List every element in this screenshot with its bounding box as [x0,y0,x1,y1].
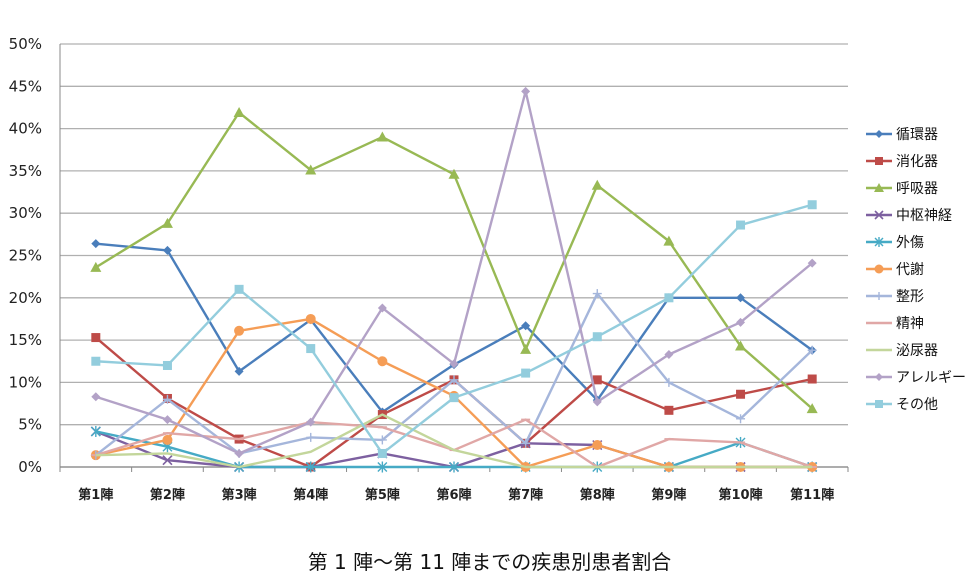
y-tick-label: 20% [9,289,42,307]
y-tick-label: 30% [9,204,42,222]
legend-label: 消化器 [896,154,938,170]
chart-caption: 第 1 陣〜第 11 陣までの疾患別患者割合 [307,550,672,574]
x-tick-label: 第3陣 [222,487,257,503]
x-tick-label: 第2陣 [150,487,185,503]
x-tick-label: 第1陣 [78,487,113,503]
y-tick-label: 50% [9,35,42,53]
x-tick-label: 第4陣 [293,487,328,503]
series-泌尿器 [95,413,813,469]
series-呼吸器 [90,107,818,414]
legend-item: その他 [866,397,938,413]
legend-label: 中枢神経 [896,208,952,224]
legend-label: アレルギー [896,370,966,386]
x-tick-label: 第7陣 [508,487,543,503]
y-axis: 0% 5% 10% 15% 20% 25% 30% 35% 40% 45% 50% [9,35,61,476]
legend-item: 循環器 [866,127,938,143]
legend-label: 循環器 [896,127,938,143]
y-tick-label: 25% [9,247,42,265]
y-tick-label: 5% [18,416,42,434]
x-tick-label: 第6陣 [436,487,471,503]
legend-label: 泌尿器 [896,343,938,359]
y-tick-label: 35% [9,162,42,180]
legend-item: 呼吸器 [866,181,938,197]
x-tick-label: 第8陣 [580,487,615,503]
legend-label: 呼吸器 [896,181,938,197]
x-tick-label: 第10陣 [718,487,762,503]
legend-label: 精神 [896,316,924,332]
x-tick-label: 第11陣 [790,487,834,503]
x-tick-label: 第5陣 [365,487,400,503]
gridlines [60,43,848,468]
legend-label: 代謝 [896,262,924,278]
legend-item: 外傷 [866,235,924,251]
x-tick-label: 第9陣 [651,487,686,503]
series-アレルギー [91,86,817,458]
y-tick-label: 45% [9,77,42,95]
legend-item: 消化器 [866,154,938,170]
legend-item: アレルギー [866,370,966,386]
y-tick-label: 40% [9,120,42,138]
line-chart: 0% 5% 10% 15% 20% 25% 30% 35% 40% 45% 50% 第1陣 第2陣 第3… [9,35,966,503]
series-その他 [91,200,817,458]
legend-label: その他 [896,397,938,413]
legend-item: 精神 [866,316,924,332]
y-tick-label: 0% [18,458,42,476]
legend-item: 整形 [866,289,924,305]
legend-item: 代謝 [866,262,924,278]
y-tick-label: 15% [9,331,42,349]
legend-item: 中枢神経 [866,208,952,224]
legend-label: 外傷 [896,235,924,251]
legend-label: 整形 [896,289,924,305]
series-lines [90,86,818,473]
y-tick-label: 10% [9,373,42,391]
legend-item: 泌尿器 [866,343,938,359]
